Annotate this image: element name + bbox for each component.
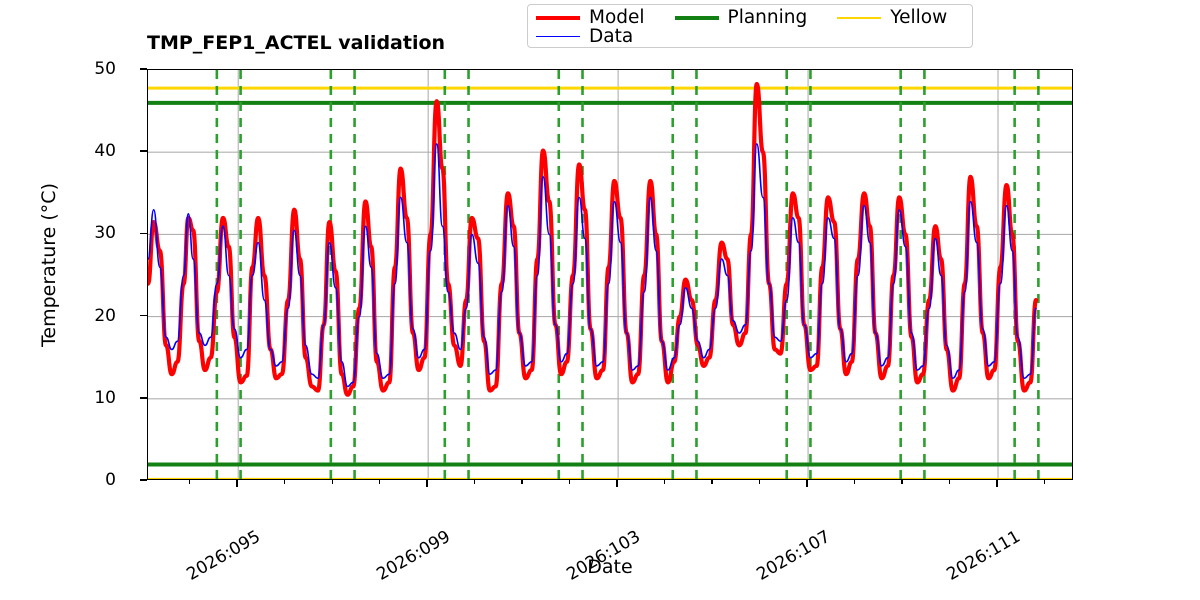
legend-row-1: Model Planning Yellow <box>536 8 964 27</box>
y-tick-mark <box>140 232 147 235</box>
y-tick-mark <box>140 314 147 317</box>
x-tick-minor <box>379 480 381 484</box>
x-tick-minor <box>663 480 666 484</box>
x-tick-minor <box>568 480 571 484</box>
legend-swatch-model <box>536 15 580 20</box>
legend-row-2: Data <box>536 27 964 46</box>
legend-swatch-planning <box>674 15 719 20</box>
x-tick-mark <box>236 480 239 487</box>
y-tick-mark <box>140 150 147 152</box>
x-tick-minor <box>948 480 951 484</box>
x-tick-minor <box>901 480 903 484</box>
x-axis-label: Date <box>587 556 633 578</box>
legend-item-planning: Planning <box>674 7 808 28</box>
plot-svg <box>148 70 1072 479</box>
legend-swatch-data <box>536 36 580 37</box>
y-axis-label: Temperature (°C) <box>38 183 60 347</box>
x-tick-minor <box>853 480 856 484</box>
y-tick-label: 50 <box>94 59 116 79</box>
y-tick-mark <box>140 397 147 399</box>
series-line-data <box>148 143 1037 388</box>
legend-label-yellow: Yellow <box>890 7 948 28</box>
x-tick-mark <box>806 480 808 487</box>
y-tick-label: 10 <box>94 387 116 408</box>
plot-area <box>147 69 1073 480</box>
legend-label-data: Data <box>589 26 634 47</box>
x-tick-minor <box>331 480 333 484</box>
legend-label-planning: Planning <box>727 7 808 28</box>
x-tick-mark <box>996 480 998 487</box>
y-tick-label: 20 <box>94 305 116 326</box>
x-tick-minor <box>758 480 761 484</box>
legend-item-data: Data <box>536 27 633 46</box>
chart-legend: Model Planning Yellow Data <box>527 4 973 48</box>
x-tick-mark <box>616 480 618 487</box>
x-tick-minor <box>189 480 191 484</box>
y-tick-label: 40 <box>94 141 116 162</box>
legend-swatch-yellow <box>837 16 882 19</box>
y-tick-label: 0 <box>105 470 116 490</box>
y-tick-mark <box>140 68 147 70</box>
x-tick-minor <box>521 480 523 484</box>
legend-item-model: Model <box>536 8 645 27</box>
y-tick-label: 30 <box>94 223 116 244</box>
x-tick-mark <box>426 480 428 487</box>
x-tick-minor <box>284 480 286 484</box>
legend-item-yellow: Yellow <box>837 8 947 27</box>
x-tick-minor <box>474 480 476 484</box>
x-tick-minor <box>711 480 713 484</box>
chart-title: TMP_FEP1_ACTEL validation <box>147 32 446 54</box>
legend-label-model: Model <box>589 7 645 28</box>
x-tick-minor <box>1043 480 1046 484</box>
y-tick-mark <box>140 479 147 481</box>
